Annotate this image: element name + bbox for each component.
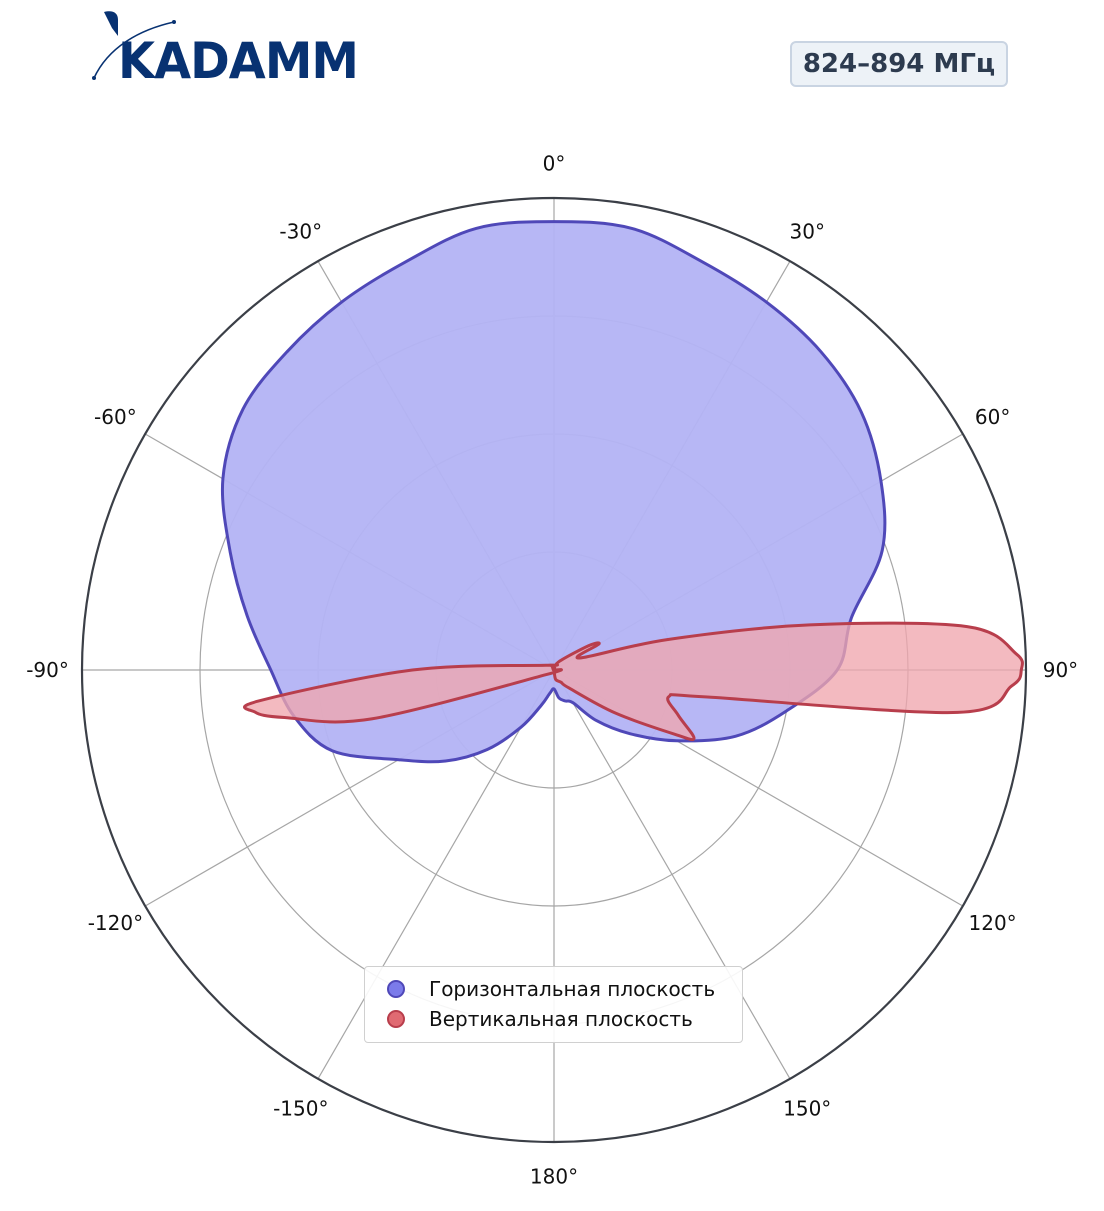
angular-tick-label: 150°: [783, 1097, 831, 1121]
angular-tick-label: -60°: [94, 405, 137, 429]
svg-text:KADAMM: KADAMM: [118, 32, 358, 88]
legend-marker-horizontal: [387, 980, 405, 998]
series-0-area: [220, 220, 887, 764]
legend: Горизонтальная плоскость Вертикальная пл…: [364, 966, 743, 1043]
legend-item-horizontal: Горизонтальная плоскость: [387, 977, 715, 1001]
series-1-area: [243, 621, 1024, 742]
angular-tick-label: 120°: [969, 911, 1017, 935]
angular-gridline-5: [553, 669, 791, 1080]
angular-ticks: 0° 30° 60° 90° 120° 150° 180° -150° -120° -90° -60…: [26, 152, 1078, 1189]
angular-tick-label: 0°: [543, 152, 566, 176]
frequency-badge: 824–894 МГц: [790, 41, 1008, 87]
angular-tick-label: -30°: [279, 219, 322, 243]
legend-label-horizontal: Горизонтальная плоскость: [429, 977, 716, 1001]
series-layer: [220, 220, 1024, 764]
angular-gridline-7: [317, 669, 555, 1080]
angular-tick-label: -90°: [26, 658, 69, 682]
legend-item-vertical: Вертикальная плоскость: [387, 1007, 693, 1031]
legend-label-vertical: Вертикальная плоскость: [429, 1007, 693, 1031]
legend-marker-vertical: [387, 1010, 405, 1028]
angular-tick-label: -120°: [88, 911, 143, 935]
angular-tick-label: 60°: [975, 405, 1010, 429]
angular-tick-label: 90°: [1043, 658, 1078, 682]
kadamm-logo: KADAMM: [92, 11, 359, 88]
polar-frame: [80, 196, 1028, 1144]
angular-tick-label: 30°: [790, 219, 825, 243]
outer-ring: [80, 196, 1028, 1144]
angular-tick-label: -150°: [273, 1097, 328, 1121]
angular-tick-label: 180°: [530, 1164, 578, 1188]
